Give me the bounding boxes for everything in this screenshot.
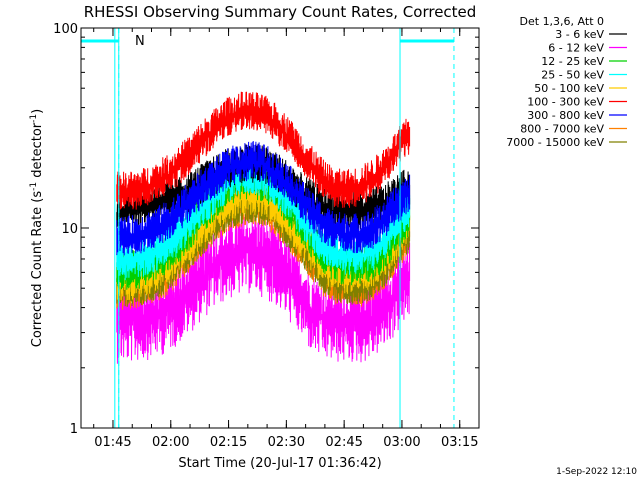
y-axis-label-sup1: -1 [29,182,39,191]
x-tick-label: 03:15 [441,435,478,450]
legend-label: 25 - 50 keV [541,69,604,82]
x-tick-label: 02:15 [210,435,247,450]
legend-label: 6 - 12 keV [548,42,604,55]
series-line-300-800keV [116,141,411,256]
night-markers [81,28,455,428]
legend-label: 3 - 6 keV [555,28,604,41]
y-axis-label-part3: ) [30,109,45,114]
legend-label: 100 - 300 keV [527,96,604,109]
y-tick-label: 1 [70,422,78,437]
y-tick-label: 100 [53,22,78,37]
y-axis-label: Corrected Count Rate (s-1 detector-1) [29,109,45,347]
y-axis-label-part1: Corrected Count Rate (s [30,191,45,348]
x-tick-label: 01:45 [94,435,131,450]
legend-label: 800 - 7000 keV [520,123,604,136]
x-axis: 01:45 02:00 02:15 02:30 02:45 03:00 03:15 [93,28,480,450]
y-axis-label-sup2: -1 [29,114,39,123]
x-tick-label: 02:30 [268,435,305,450]
series-layer [116,91,411,364]
chart-title: RHESSI Observing Summary Count Rates, Co… [84,3,477,21]
series-line-100-300keV [116,91,411,210]
x-tick-label: 02:00 [152,435,189,450]
x-axis-label: Start Time (20-Jul-17 01:36:42) [178,456,381,471]
y-tick-label: 10 [61,222,78,237]
series-line-6-12keV [116,216,411,364]
legend-header: Det 1,3,6, Att 0 [520,15,604,28]
legend-label: 12 - 25 keV [541,55,604,68]
x-tick-label: 03:00 [383,435,420,450]
generation-timestamp: 1-Sep-2022 12:10 [556,467,637,477]
night-annotation-n: N [135,34,145,49]
y-axis: 1 10 100 [53,22,479,437]
x-tick-label: 02:45 [325,435,362,450]
legend-label: 7000 - 15000 keV [506,136,604,149]
legend-label: 300 - 800 keV [527,109,604,122]
y-axis-label-part2: detector [30,122,45,182]
legend-label: 50 - 100 keV [534,82,604,95]
